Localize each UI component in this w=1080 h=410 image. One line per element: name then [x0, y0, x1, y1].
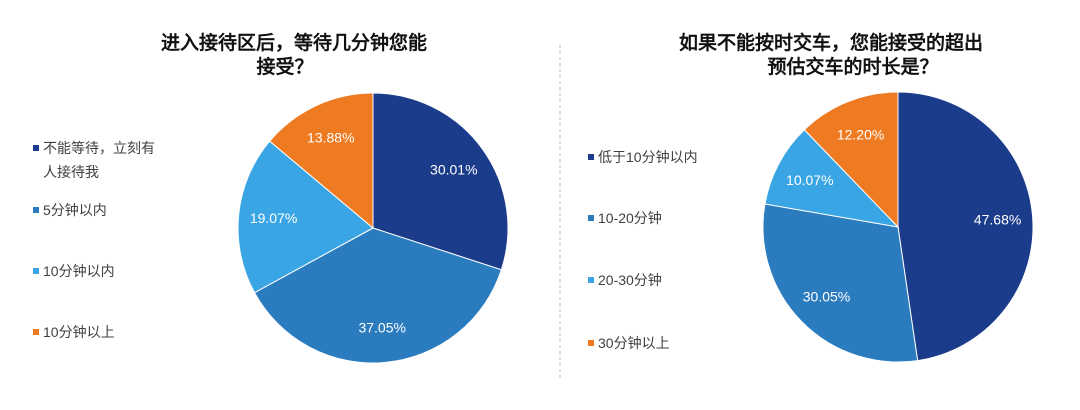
legend-marker: [33, 145, 39, 151]
data-label: 30.05%: [803, 289, 850, 305]
chart-2-pie: 47.68% 30.05% 10.07% 12.20%: [762, 91, 1034, 363]
chart-2-title-line-1: 如果不能按时交车，您能接受的超出: [679, 31, 983, 54]
legend-label: 20-30分钟: [598, 272, 662, 288]
chart-1-legend: 不能等待，立刻有人接待我 5分钟以内 10分钟以内 10分钟以上: [33, 140, 155, 340]
data-label: 10.07%: [786, 172, 833, 188]
data-label: 47.68%: [974, 212, 1021, 228]
chart-1-title-line-1: 进入接待区后，等待几分钟您能: [161, 31, 427, 54]
pie-slice: [762, 203, 919, 363]
chart-2-legend: 低于10分钟以内 10-20分钟 20-30分钟 30分钟以上: [588, 149, 698, 351]
legend-label: 10分钟以内: [43, 263, 115, 279]
chart-1: 进入接待区后，等待几分钟您能 接受？ 30.01% 37.05% 19.07% 13.…: [33, 31, 509, 364]
chart-1-title-line-2: 接受？: [256, 55, 313, 78]
data-label: 13.88%: [307, 129, 354, 145]
legend-marker: [33, 207, 39, 213]
legend-marker: [588, 277, 594, 283]
legend-label: 30分钟以上: [598, 335, 670, 351]
legend-marker: [588, 340, 594, 346]
chart-1-pie: 30.01% 37.05% 19.07% 13.88%: [237, 92, 509, 364]
data-label: 37.05%: [358, 320, 405, 336]
data-label: 30.01%: [430, 161, 477, 177]
legend-marker: [588, 154, 594, 160]
pie-slice: [897, 91, 1034, 362]
legend-label: 10分钟以上: [43, 324, 115, 340]
legend-label: 5分钟以内: [43, 202, 107, 218]
legend-label: 不能等待，立刻有人接待我: [43, 140, 155, 180]
pie-slice: [764, 129, 900, 228]
pie-slice: [237, 140, 374, 294]
legend-marker: [33, 268, 39, 274]
pie-slice: [803, 91, 899, 229]
pie-slice: [268, 92, 374, 230]
legend-label: 10-20分钟: [598, 210, 662, 226]
data-label: 19.07%: [250, 210, 297, 226]
data-label: 12.20%: [837, 126, 884, 142]
legend-label: 低于10分钟以内: [598, 149, 698, 165]
legend-marker: [33, 329, 39, 335]
pie-slice: [253, 227, 503, 364]
legend-marker: [588, 215, 594, 221]
pie-slice: [372, 92, 509, 271]
chart-2: 如果不能按时交车，您能接受的超出 预估交车的时长是？ 47.68% 30.05% 1…: [588, 31, 1034, 363]
chart-2-title-line-2: 预估交车的时长是？: [767, 55, 938, 78]
